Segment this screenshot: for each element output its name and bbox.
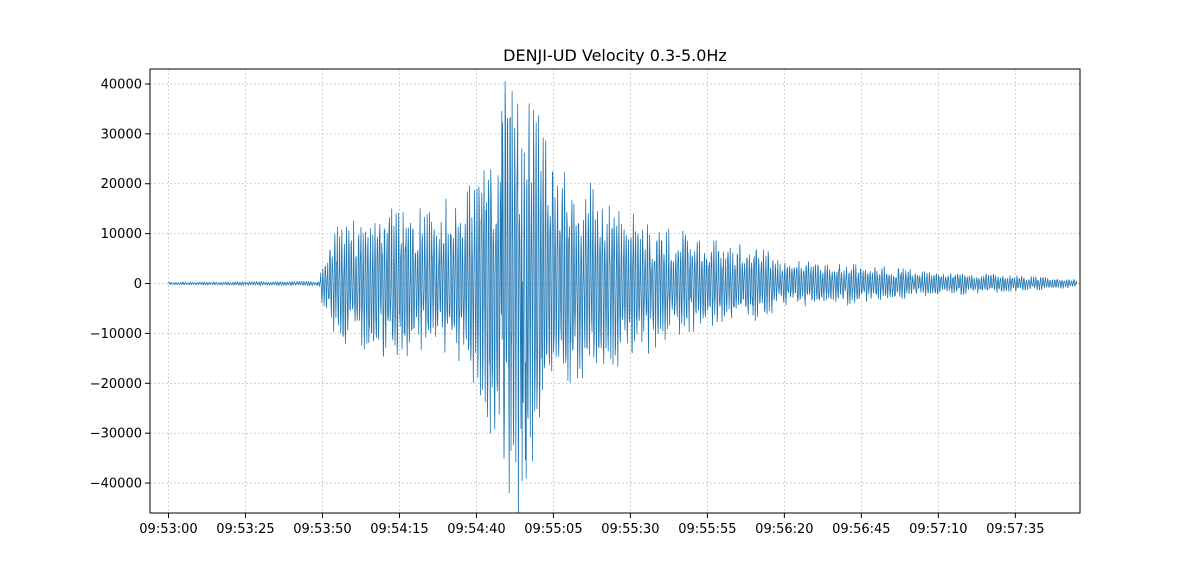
x-tick-label: 09:54:40: [447, 522, 505, 537]
y-tick-label: −20000: [90, 377, 142, 392]
x-tick-label: 09:56:20: [755, 522, 813, 537]
x-tick-label: 09:57:10: [909, 522, 967, 537]
y-tick-label: 40000: [101, 77, 142, 92]
plot-frame: [149, 68, 1081, 514]
x-tick-label: 09:55:30: [601, 522, 659, 537]
x-tick-label: 09:54:15: [370, 522, 428, 537]
y-tick-label: 20000: [101, 177, 142, 192]
x-tick-label: 09:56:45: [832, 522, 890, 537]
velocity-trace: [168, 81, 1078, 513]
x-tick-label: 09:55:55: [678, 522, 736, 537]
y-tick-label: 30000: [101, 127, 142, 142]
x-axis: 09:53:00 09:53:25 09:53:50 09:54:15 09:54:40…: [139, 513, 1045, 537]
y-tick-label: −10000: [90, 327, 142, 342]
x-tick-label: 09:55:05: [524, 522, 582, 537]
y-axis: 40000 30000 20000 10000 0 −10000 −20000 −30000 −…: [90, 77, 150, 492]
x-tick-label: 09:57:35: [986, 522, 1044, 537]
y-tick-label: −40000: [90, 477, 142, 492]
x-tick-label: 09:53:25: [216, 522, 274, 537]
chart-title: DENJI-UD Velocity 0.3-5.0Hz: [503, 46, 727, 65]
x-tick-label: 09:53:50: [293, 522, 351, 537]
y-tick-label: 0: [134, 277, 142, 292]
y-tick-label: 10000: [101, 227, 142, 242]
y-tick-label: −30000: [90, 427, 142, 442]
x-tick-label: 09:53:00: [139, 522, 197, 537]
